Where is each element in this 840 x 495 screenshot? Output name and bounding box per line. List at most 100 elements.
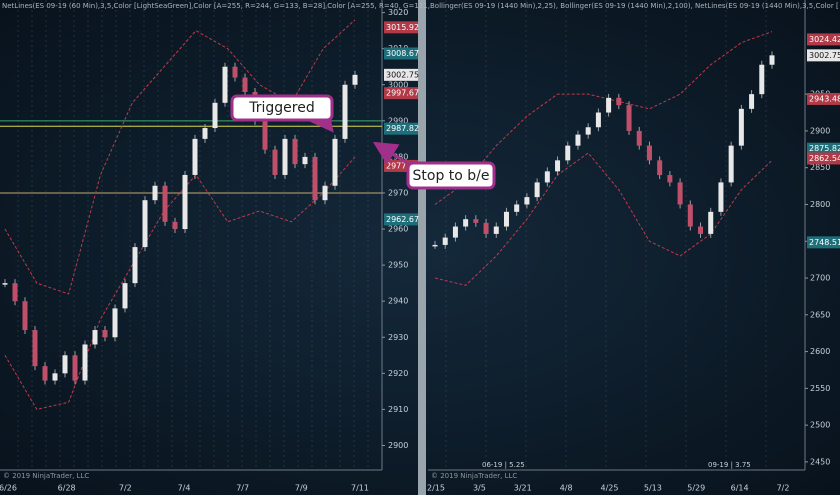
candle — [452, 226, 458, 238]
candle — [575, 134, 581, 146]
candle — [606, 97, 612, 113]
price-badge-label: 3002.75 — [809, 51, 840, 60]
candle — [122, 283, 128, 309]
bollinger-band — [434, 152, 773, 286]
candle — [222, 66, 228, 103]
price-badge — [807, 152, 840, 165]
candle — [769, 55, 775, 65]
candle — [232, 66, 238, 78]
candle — [262, 120, 268, 150]
price-badge-label: 2987.82 — [386, 124, 419, 133]
candle — [667, 175, 673, 183]
price-badge-label: 2997.67 — [386, 89, 419, 98]
y-tick-label: 2900 — [388, 441, 408, 450]
candle — [657, 160, 663, 176]
x-tick-label: 5/13 — [644, 484, 662, 493]
y-tick-label: 2450 — [810, 457, 830, 466]
panel-header: Bollinger(ES 09-19 (1440 Min),2,25), Bol… — [430, 2, 839, 10]
x-tick-label: 7/4 — [178, 484, 191, 493]
bollinger-band — [434, 31, 773, 205]
candle — [463, 219, 469, 227]
candle — [698, 226, 704, 234]
y-tick-label: 2500 — [810, 421, 830, 430]
candle — [728, 145, 734, 183]
copyright: © 2019 NinjaTrader, LLC — [431, 472, 517, 480]
y-tick-label: 2920 — [388, 369, 408, 378]
candle — [432, 244, 438, 247]
y-tick-label: 2910 — [388, 405, 408, 414]
candle — [192, 138, 198, 175]
candle — [718, 182, 724, 212]
candle — [616, 97, 622, 106]
x-tick-label: 7/9 — [295, 484, 308, 493]
candle — [636, 130, 642, 146]
y-tick-label: 2960 — [388, 225, 408, 234]
contract-note: 06-19 | 5.25 — [482, 461, 525, 469]
x-tick-label: 7/11 — [351, 484, 369, 493]
candle — [42, 366, 48, 381]
candle — [687, 204, 693, 227]
callout — [406, 161, 496, 190]
candle — [473, 219, 479, 223]
candle — [62, 355, 68, 374]
price-badge — [807, 236, 840, 249]
price-badge — [807, 49, 840, 62]
candle — [82, 344, 88, 381]
candle — [162, 185, 168, 222]
candle — [332, 138, 338, 186]
candle — [759, 64, 765, 95]
y-tick-label: 3020 — [388, 8, 408, 17]
price-badge — [384, 47, 418, 60]
price-badge-label: 3002.75 — [386, 70, 419, 79]
y-tick-label: 2650 — [810, 310, 830, 319]
y-tick-label: 2550 — [810, 384, 830, 393]
x-tick-label: 5/29 — [687, 484, 705, 493]
x-tick-label: 2/15 — [427, 484, 445, 493]
price-badge — [384, 21, 418, 34]
candle — [585, 127, 591, 135]
price-badge — [807, 92, 840, 105]
y-tick-label: 2970 — [388, 188, 408, 197]
x-tick-label: 7/7 — [236, 484, 249, 493]
price-badge-label: 2862.54 — [809, 154, 840, 163]
candle — [32, 330, 38, 367]
candle — [524, 197, 530, 205]
candle — [112, 308, 118, 338]
price-badge-label: 2962.67 — [386, 215, 419, 224]
x-tick-label: 6/14 — [731, 484, 749, 493]
arrow — [372, 141, 411, 167]
price-badge-label: 2943.48 — [809, 94, 840, 103]
price-badge — [807, 33, 840, 46]
candle — [152, 185, 158, 201]
candle — [677, 182, 683, 205]
candle — [322, 185, 328, 201]
candle — [302, 156, 308, 165]
candle — [626, 105, 632, 131]
copyright: © 2019 NinjaTrader, LLC — [3, 472, 89, 480]
y-tick-label: 3000 — [388, 80, 408, 89]
candle — [2, 283, 8, 285]
candle — [503, 211, 509, 227]
contract-note: 09-19 | 3.75 — [708, 461, 751, 469]
candle — [708, 211, 714, 234]
price-badge-label: 3024.42 — [809, 35, 840, 44]
price-badge — [384, 68, 418, 81]
candle — [182, 174, 188, 230]
price-badge — [384, 87, 418, 100]
candle — [72, 355, 78, 381]
candle — [242, 77, 248, 92]
candle — [352, 74, 358, 85]
candle — [92, 330, 98, 345]
candle — [202, 128, 208, 139]
candle — [749, 94, 755, 109]
y-tick-label: 2900 — [810, 126, 830, 135]
x-tick-label: 6/28 — [58, 484, 76, 493]
x-tick-label: 7/2 — [119, 484, 132, 493]
callout-text: Stop to b/e — [413, 168, 490, 184]
divider — [418, 0, 426, 495]
callout — [230, 94, 334, 122]
candle — [442, 237, 448, 245]
x-tick-label: 3/5 — [473, 484, 486, 493]
panel-header: NetLines(ES 09-19 (60 Min),3,5,Color [Li… — [2, 2, 430, 10]
